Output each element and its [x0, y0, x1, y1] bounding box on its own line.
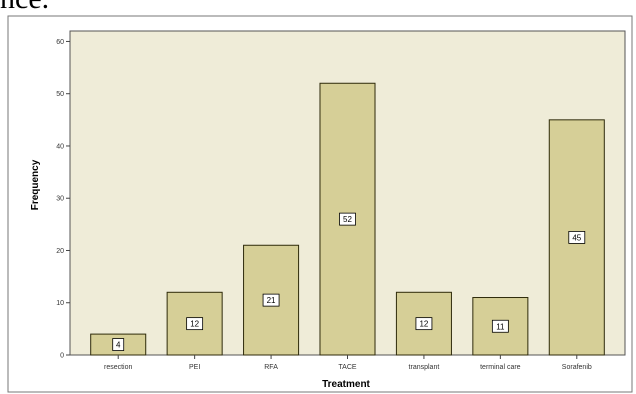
data-label: 52: [343, 215, 352, 224]
y-tick-label: 30: [56, 196, 64, 203]
data-label: 12: [190, 320, 199, 329]
bar-series: 4 12 21 52 12 11 45: [90, 82, 605, 356]
y-tick-label: 40: [56, 143, 64, 150]
y-tick-label: 50: [56, 91, 64, 98]
x-tick-label: PEI: [189, 364, 200, 371]
data-label: 4: [116, 341, 121, 350]
data-label: 21: [267, 296, 276, 305]
x-tick-label: transplant: [409, 364, 440, 371]
x-tick-label: terminal care: [480, 364, 521, 371]
x-axis: resection PEI RFA TACE transplant terminal ca…: [104, 355, 592, 371]
data-label-box: [262, 293, 280, 307]
x-axis-title: Treatment: [322, 379, 370, 390]
data-label-box: [186, 317, 204, 331]
y-tick-label: 20: [56, 248, 64, 255]
x-tick-label: TACE: [338, 364, 356, 371]
y-axis: 0 10 20 30 40 50 60: [56, 39, 70, 360]
data-label-box: [491, 319, 509, 333]
top-text-fragment: ñce.: [0, 0, 49, 14]
data-label-box: [415, 317, 433, 331]
y-tick-label: 60: [56, 39, 64, 46]
y-axis-title: Frequency: [30, 159, 41, 210]
data-label: 12: [419, 320, 428, 329]
data-label: 45: [572, 233, 581, 242]
x-tick-label: Sorafenib: [562, 364, 592, 371]
data-label-box: [339, 212, 356, 226]
y-tick-label: 10: [56, 300, 64, 307]
x-tick-label: RFA: [264, 364, 278, 371]
y-tick-label: 0: [60, 353, 64, 360]
data-label: 11: [496, 322, 505, 331]
x-tick-label: resection: [104, 364, 133, 371]
data-label-box: [112, 338, 125, 351]
data-label-box: [568, 231, 586, 244]
